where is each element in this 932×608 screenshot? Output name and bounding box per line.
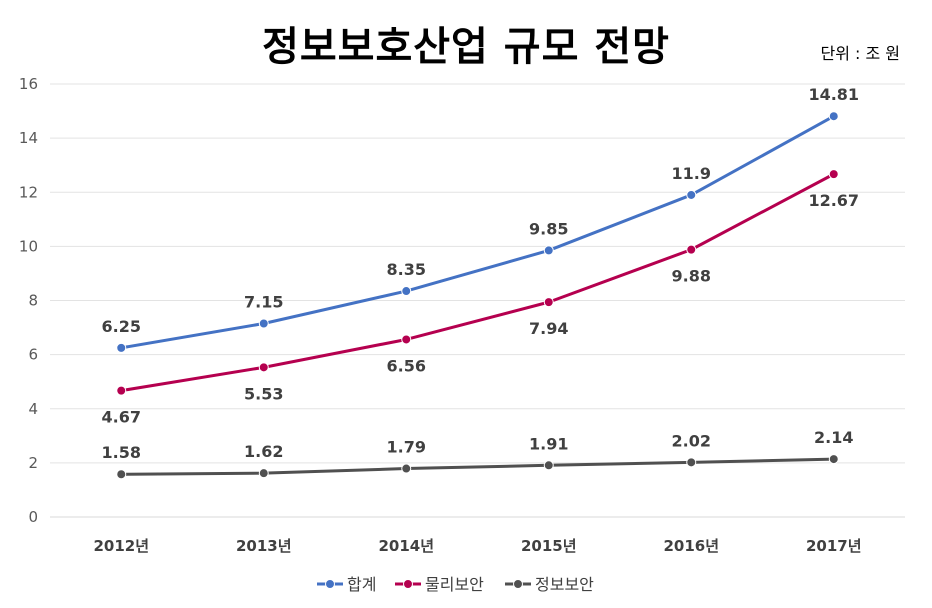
- data-label: 6.25: [102, 317, 141, 336]
- series-정보보안: [116, 454, 839, 480]
- data-point: [116, 385, 127, 396]
- data-label: 11.9: [672, 164, 711, 183]
- series-물리보안: [116, 169, 839, 396]
- legend-item-정보보안: 정보보안: [505, 575, 594, 594]
- legend-item-합계: 합계: [317, 575, 376, 594]
- unit-label: 단위 : 조 원: [820, 44, 900, 63]
- x-tick-label: 2015년: [521, 537, 577, 555]
- y-tick-label: 2: [28, 454, 38, 472]
- x-tick-label: 2012년: [93, 537, 149, 555]
- y-tick-label: 12: [19, 183, 38, 201]
- data-point: [686, 189, 697, 200]
- data-label: 14.81: [808, 85, 859, 104]
- data-point: [258, 468, 269, 479]
- data-point: [543, 297, 554, 308]
- data-point: [116, 342, 127, 353]
- y-tick-label: 14: [19, 129, 38, 147]
- data-label: 4.67: [102, 408, 141, 427]
- data-point: [543, 460, 554, 471]
- data-point: [828, 111, 839, 122]
- data-label: 9.85: [529, 219, 568, 238]
- y-tick-label: 4: [28, 400, 38, 418]
- series-합계: [116, 111, 839, 353]
- data-point: [401, 334, 412, 345]
- legend-label: 물리보안: [425, 575, 484, 594]
- data-label: 7.15: [244, 293, 283, 312]
- legend-item-물리보안: 물리보안: [395, 575, 484, 594]
- data-label: 2.14: [814, 428, 853, 447]
- chart-title: 정보보호산업 규모 전망: [262, 24, 670, 70]
- data-label: 2.02: [672, 431, 711, 450]
- series-line: [119, 114, 836, 350]
- data-label: 7.94: [529, 319, 568, 338]
- data-label: 9.88: [672, 267, 711, 286]
- legend-marker: [403, 579, 413, 589]
- data-label: 1.79: [387, 438, 426, 457]
- data-point: [828, 454, 839, 465]
- legend-marker: [325, 579, 335, 589]
- data-label: 12.67: [808, 191, 859, 210]
- data-label: 8.35: [387, 260, 426, 279]
- x-tick-label: 2016년: [663, 537, 719, 555]
- data-point: [116, 469, 127, 480]
- data-label: 6.56: [387, 356, 426, 375]
- y-tick-label: 16: [19, 75, 38, 93]
- data-point: [258, 362, 269, 373]
- legend-label: 합계: [347, 575, 376, 594]
- data-point: [828, 169, 839, 180]
- series-line: [119, 172, 836, 393]
- y-tick-label: 6: [28, 346, 38, 364]
- data-label: 5.53: [244, 384, 283, 403]
- y-tick-label: 0: [28, 508, 38, 526]
- x-tick-label: 2017년: [806, 537, 862, 555]
- x-tick-label: 2013년: [236, 537, 292, 555]
- data-point: [686, 457, 697, 468]
- data-label: 1.58: [102, 443, 141, 462]
- legend-label: 정보보안: [535, 575, 594, 594]
- x-tick-label: 2014년: [378, 537, 434, 555]
- data-label: 1.91: [529, 434, 568, 453]
- y-tick-label: 8: [28, 292, 38, 310]
- data-point: [686, 244, 697, 255]
- data-label: 1.62: [244, 442, 283, 461]
- y-tick-label: 10: [19, 237, 38, 255]
- legend-marker: [513, 579, 523, 589]
- data-point: [543, 245, 554, 256]
- data-point: [258, 318, 269, 329]
- data-point: [401, 463, 412, 474]
- data-point: [401, 286, 412, 297]
- series-line: [119, 457, 836, 476]
